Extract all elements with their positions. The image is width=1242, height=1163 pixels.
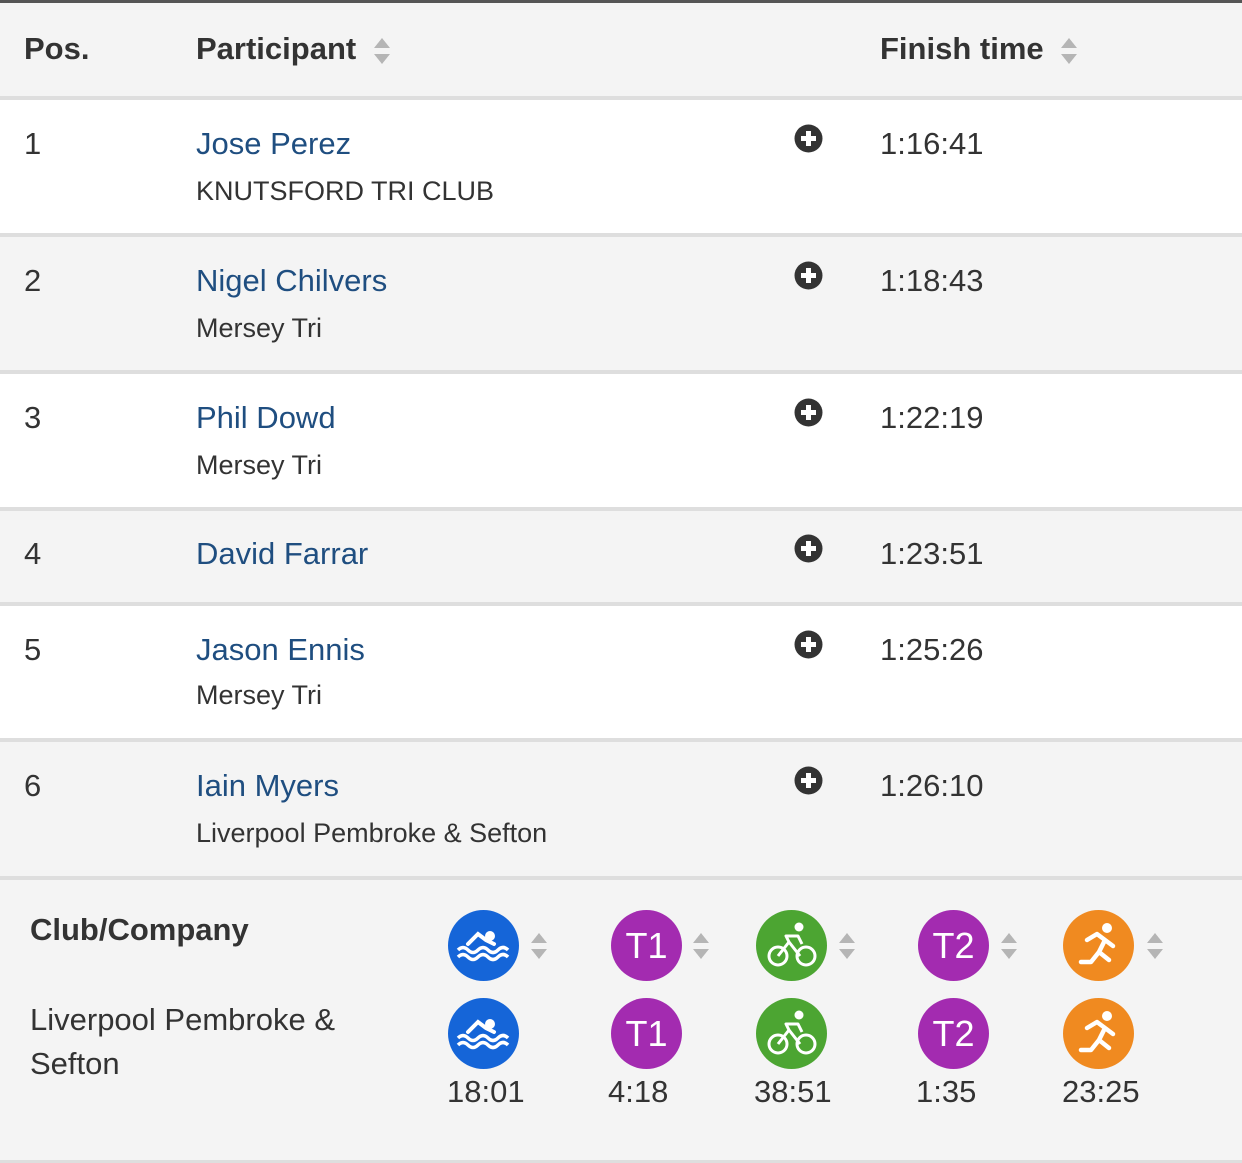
expand-plus-icon[interactable] [794,630,823,659]
run-icon [1063,998,1134,1069]
sort-icon[interactable] [373,37,391,65]
participant-detail-panel: Club/Company Liverpool Pembroke & Sefton… [0,880,1242,1163]
swim-split-time: 18:01 [447,1074,525,1109]
sort-icon[interactable] [1146,932,1164,960]
club-company-value: Liverpool Pembroke & Sefton [30,1002,335,1081]
header-participant[interactable]: Participant [196,31,391,67]
header-participant-label[interactable]: Participant [196,31,357,66]
table-row: 3 Phil Dowd Mersey Tri 1:22:19 [0,374,1242,511]
participant-club: KNUTSFORD TRI CLUB [196,176,495,206]
finish-time: 1:22:19 [880,400,984,435]
t1-icon-label: T1 [625,925,667,966]
results-table-header: Pos. Participant Finish time [0,3,1242,100]
row-position: 6 [24,768,42,803]
row-position: 4 [24,536,42,571]
t2-icon[interactable]: T2 [918,910,989,981]
sort-icon[interactable] [1060,37,1078,65]
participant-club: Mersey Tri [196,450,323,480]
t2-icon-label: T2 [932,925,974,966]
t2-icon: T2 [918,998,989,1069]
finish-time: 1:23:51 [880,536,984,571]
sort-icon[interactable] [838,932,856,960]
participant-club: Liverpool Pembroke & Sefton [196,818,548,848]
t1-icon: T1 [611,998,682,1069]
row-position: 1 [24,126,42,161]
t1-icon[interactable]: T1 [611,910,682,981]
participant-name-link[interactable]: Jason Ennis [196,632,365,667]
swim-icon[interactable] [448,910,519,981]
t2-icon-label: T2 [932,1013,974,1054]
participant-name-link[interactable]: Iain Myers [196,768,339,803]
expand-plus-icon[interactable] [794,534,823,563]
t2-split-time: 1:35 [916,1074,977,1109]
sort-icon[interactable] [530,932,548,960]
participant-club: Mersey Tri [196,680,323,710]
row-position: 5 [24,632,42,667]
expand-plus-icon[interactable] [794,124,823,153]
header-finish-time[interactable]: Finish time [880,31,1078,67]
finish-time: 1:25:26 [880,632,984,667]
expand-plus-icon[interactable] [794,766,823,795]
expand-plus-icon[interactable] [794,398,823,427]
expand-plus-icon[interactable] [794,261,823,290]
header-pos: Pos. [24,31,90,66]
table-row: 5 Jason Ennis Mersey Tri 1:25:26 [0,606,1242,742]
row-position: 2 [24,263,42,298]
run-icon[interactable] [1063,910,1134,981]
finish-time: 1:16:41 [880,126,984,161]
participant-name-link[interactable]: David Farrar [196,536,369,571]
row-position: 3 [24,400,42,435]
finish-time: 1:26:10 [880,768,984,803]
t1-icon-label: T1 [625,1013,667,1054]
participant-name-link[interactable]: Phil Dowd [196,400,336,435]
top-border [0,0,1242,3]
header-finish-time-label[interactable]: Finish time [880,31,1044,66]
sort-icon[interactable] [1000,932,1018,960]
table-row: 2 Nigel Chilvers Mersey Tri 1:18:43 [0,237,1242,374]
participant-club: Mersey Tri [196,313,323,343]
finish-time: 1:18:43 [880,263,984,298]
bike-icon[interactable] [756,910,827,981]
participant-name-link[interactable]: Nigel Chilvers [196,263,388,298]
table-row: 4 David Farrar 1:23:51 [0,511,1242,606]
bike-icon [756,998,827,1069]
run-split-time: 23:25 [1062,1074,1140,1109]
sort-icon[interactable] [692,932,710,960]
participant-name-link[interactable]: Jose Perez [196,126,352,161]
swim-icon [448,998,519,1069]
club-company-heading: Club/Company [30,912,249,947]
t1-split-time: 4:18 [608,1074,669,1109]
bike-split-time: 38:51 [754,1074,832,1109]
table-row: 1 Jose Perez KNUTSFORD TRI CLUB 1:16:41 [0,100,1242,237]
table-row: 6 Iain Myers Liverpool Pembroke & Sefton… [0,742,1242,880]
